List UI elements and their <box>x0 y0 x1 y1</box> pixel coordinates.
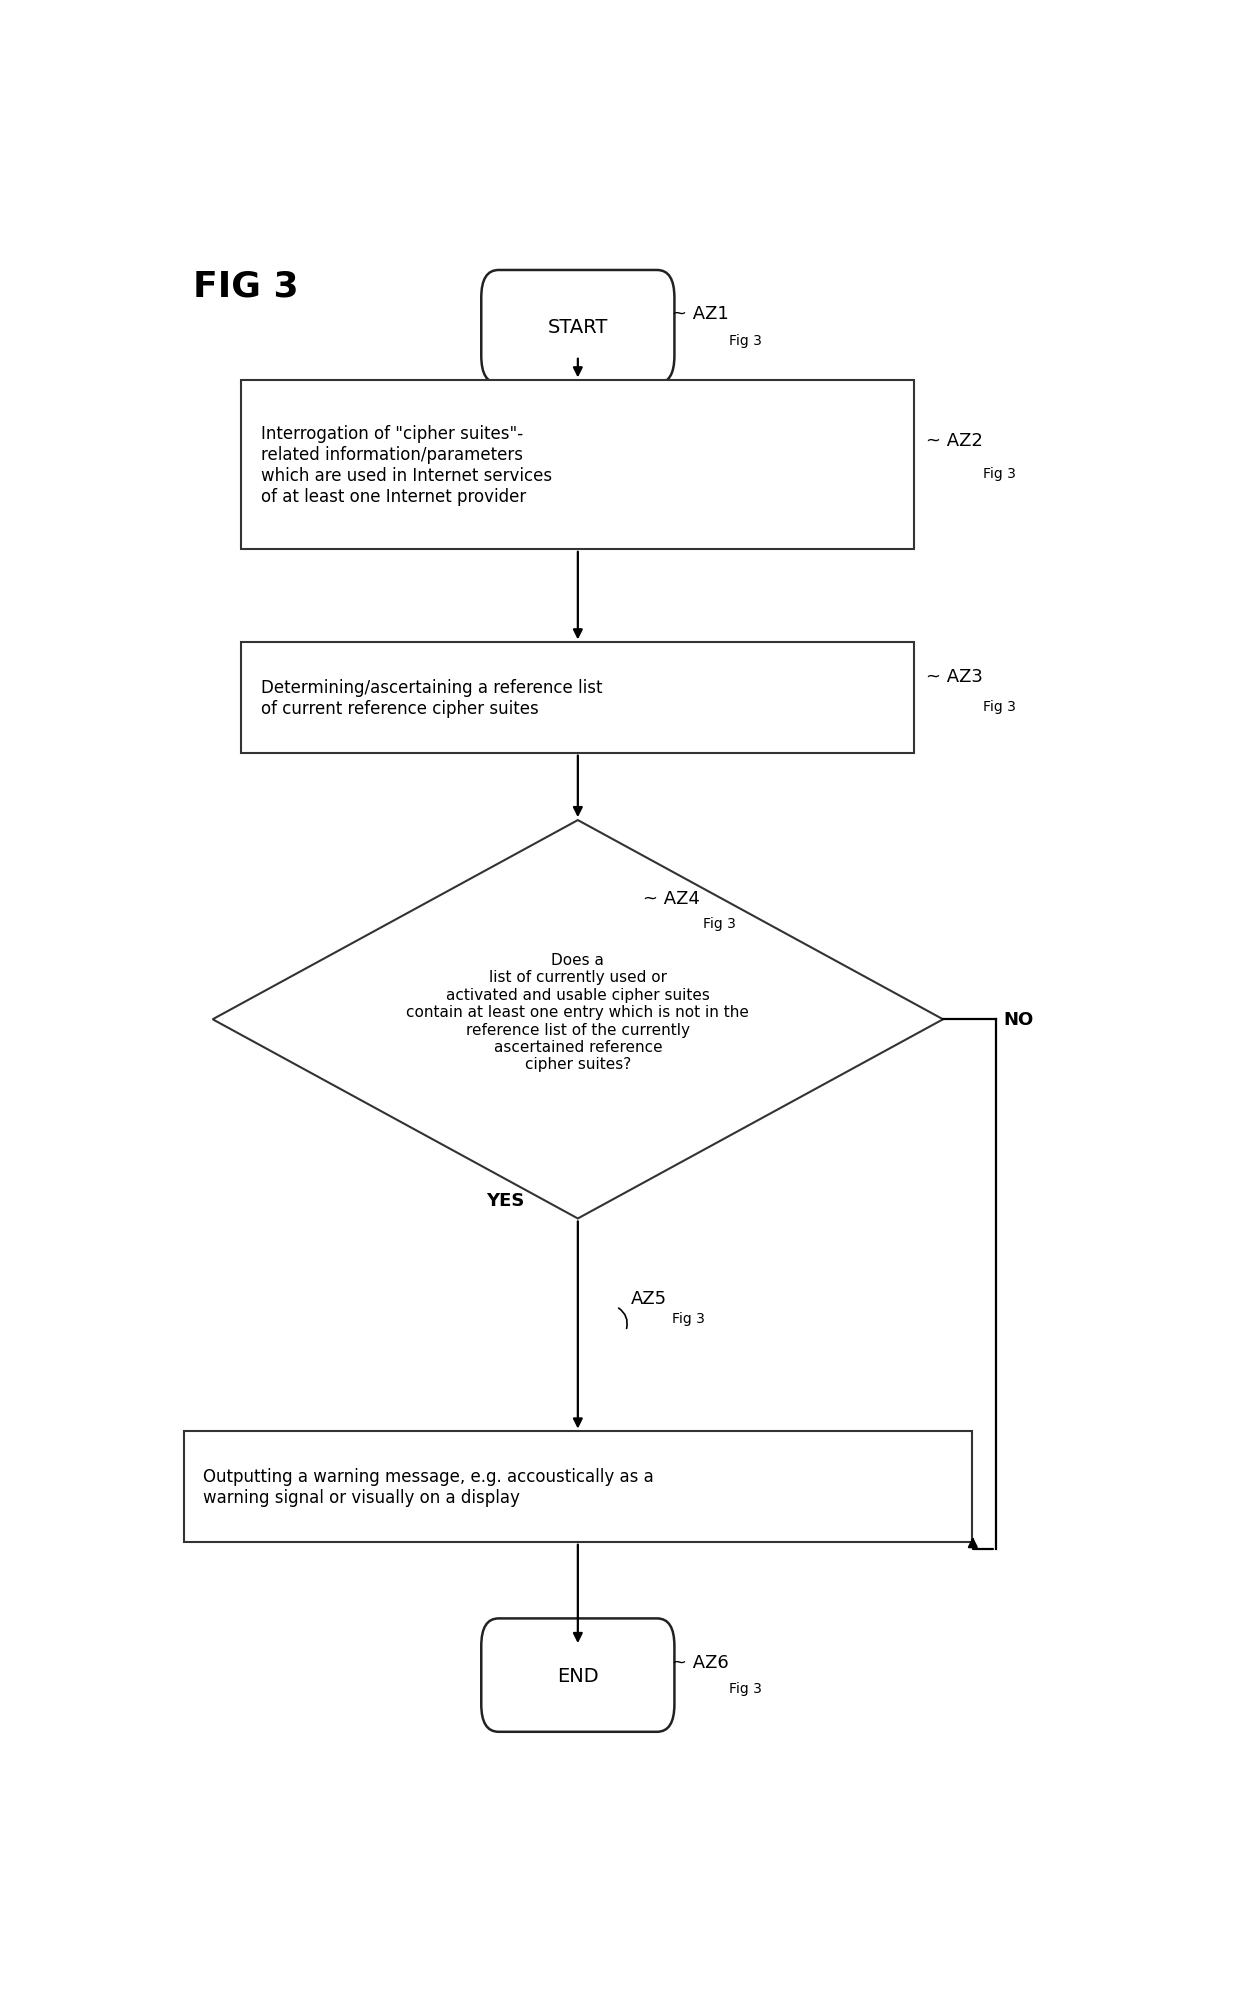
FancyBboxPatch shape <box>481 271 675 384</box>
Text: START: START <box>548 318 608 336</box>
Text: Determining/ascertaining a reference list
of current reference cipher suites: Determining/ascertaining a reference lis… <box>260 678 603 718</box>
Text: Does a
list of currently used or
activated and usable cipher suites
contain at l: Does a list of currently used or activat… <box>407 953 749 1072</box>
FancyBboxPatch shape <box>242 642 914 754</box>
FancyBboxPatch shape <box>184 1432 972 1541</box>
Polygon shape <box>213 821 944 1219</box>
Text: NO: NO <box>1003 1010 1034 1028</box>
Text: Interrogation of "cipher suites"-
related information/parameters
which are used : Interrogation of "cipher suites"- relate… <box>260 426 552 505</box>
Text: Fig 3: Fig 3 <box>729 1681 763 1695</box>
Text: Outputting a warning message, e.g. accoustically as a
warning signal or visually: Outputting a warning message, e.g. accou… <box>203 1468 653 1506</box>
Text: ~ AZ2: ~ AZ2 <box>926 432 982 450</box>
Text: Fig 3: Fig 3 <box>729 334 763 348</box>
Text: ~ AZ3: ~ AZ3 <box>926 668 982 686</box>
Text: ~ AZ4: ~ AZ4 <box>644 889 701 907</box>
Text: END: END <box>557 1665 599 1685</box>
Text: AZ5: AZ5 <box>631 1289 667 1307</box>
Text: Fig 3: Fig 3 <box>703 917 735 931</box>
Text: YES: YES <box>486 1191 525 1209</box>
Text: FIG 3: FIG 3 <box>193 269 299 302</box>
FancyBboxPatch shape <box>242 382 914 549</box>
Text: Fig 3: Fig 3 <box>983 700 1017 714</box>
Text: Fig 3: Fig 3 <box>983 467 1017 481</box>
FancyBboxPatch shape <box>481 1619 675 1732</box>
Text: Fig 3: Fig 3 <box>672 1311 704 1325</box>
Text: ~ AZ1: ~ AZ1 <box>672 304 728 322</box>
Text: ~ AZ6: ~ AZ6 <box>672 1653 728 1671</box>
